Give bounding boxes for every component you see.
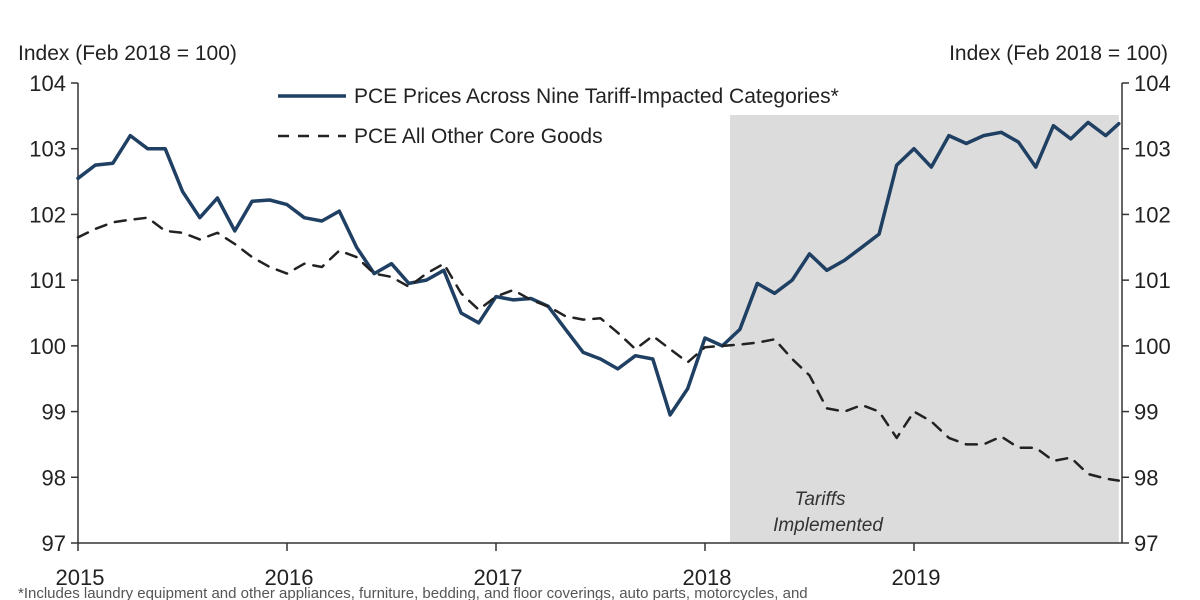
annotation-implemented: Implemented: [773, 515, 884, 536]
tariff-shaded-region: [730, 115, 1119, 543]
y-tick-label-right: 101: [1134, 268, 1171, 293]
x-tick-label: 2018: [683, 565, 732, 590]
y-tick-label-left: 98: [42, 465, 66, 490]
x-tick-label: 2016: [265, 565, 314, 590]
y-tick-label-left: 101: [29, 268, 66, 293]
y-tick-label-right: 100: [1134, 334, 1171, 359]
legend-label-tariff: PCE Prices Across Nine Tariff-Impacted C…: [354, 85, 839, 108]
series-line-other-core-goods: [76, 216, 1121, 482]
y-tick-label-right: 104: [1134, 71, 1171, 96]
right-axis-title: Index (Feb 2018 = 100): [949, 42, 1168, 65]
x-tick-label: 2015: [56, 565, 105, 590]
y-tick-label-right: 98: [1134, 465, 1158, 490]
y-tick-label-right: 99: [1134, 400, 1158, 425]
y-tick-label-right: 102: [1134, 202, 1171, 227]
axis-ticks: 97 97 98 98 99 99 100 100 101 101 102 102 103 103 104 1…: [29, 71, 1170, 590]
y-tick-label-left: 102: [29, 202, 66, 227]
series-lines: [76, 120, 1121, 482]
x-tick-label: 2019: [892, 565, 941, 590]
y-tick-label-left: 103: [29, 137, 66, 162]
y-tick-label-left: 104: [29, 71, 66, 96]
footnote: *Includes laundry equipment and other ap…: [18, 585, 808, 600]
series-line-tariff-impacted: [76, 120, 1121, 417]
y-tick-label-right: 103: [1134, 137, 1171, 162]
annotation-tariffs: Tariffs: [794, 489, 846, 510]
y-tick-label-left: 99: [42, 400, 66, 425]
y-tick-label-left: 97: [42, 531, 66, 556]
legend: PCE Prices Across Nine Tariff-Impacted C…: [278, 85, 839, 148]
x-tick-label: 2017: [474, 565, 523, 590]
legend-label-other: PCE All Other Core Goods: [354, 125, 603, 148]
y-tick-label-right: 97: [1134, 531, 1158, 556]
y-tick-label-left: 100: [29, 334, 66, 359]
left-axis-title: Index (Feb 2018 = 100): [18, 42, 237, 65]
